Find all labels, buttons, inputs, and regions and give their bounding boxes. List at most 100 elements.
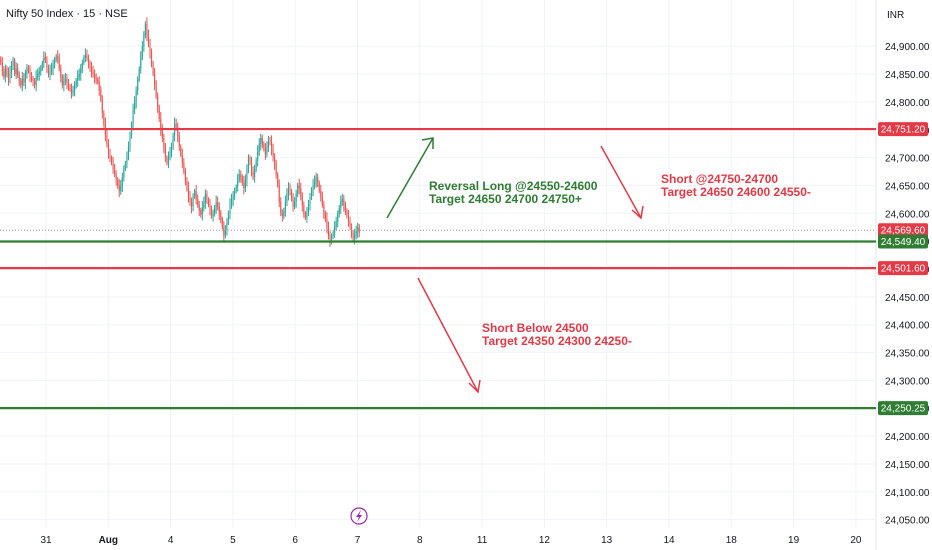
currency-label: INR (887, 10, 905, 21)
candle-body (3, 71, 5, 77)
x-tick-label: 4 (168, 535, 174, 546)
candle-body (172, 135, 174, 147)
price-tag-label: 24,250.25 (881, 404, 926, 415)
candle-body (203, 202, 205, 208)
candle-body (151, 51, 153, 63)
candle-body (321, 196, 323, 205)
y-tick-label: 24,400.00 (885, 321, 930, 332)
candle-body (204, 193, 206, 203)
candle-body (244, 179, 246, 189)
lightning-icon[interactable] (350, 507, 368, 525)
candle-body (226, 221, 228, 231)
candle-body (1, 62, 3, 72)
candle-body (307, 204, 309, 214)
candle-body (98, 82, 100, 91)
candle-body (141, 46, 143, 58)
candle-body (274, 157, 276, 164)
short-below-annotation-line1: Short Below 24500 (482, 321, 589, 335)
candle-body (103, 113, 105, 125)
candle-body (77, 76, 79, 81)
candle-body (287, 186, 289, 194)
candle-body (81, 62, 83, 69)
candle-body (92, 71, 94, 75)
long-annotation-line1: Reversal Long @24550-24600 (429, 179, 598, 193)
candle-body (237, 179, 239, 187)
candle-body (47, 67, 49, 75)
candle-body (54, 60, 56, 65)
candle-body (152, 62, 154, 75)
candle-body (109, 152, 111, 158)
candle-body (24, 74, 26, 83)
candle-body (61, 76, 63, 86)
x-tick-label: 8 (417, 535, 423, 546)
candle-body (164, 146, 166, 158)
candle-body (352, 232, 354, 239)
candle-body (231, 199, 233, 205)
candle-body (169, 152, 171, 158)
candle-body (347, 216, 349, 222)
candle-body (194, 191, 196, 197)
candle-body (311, 189, 313, 197)
candle-body (120, 185, 122, 192)
candle-body (209, 204, 211, 211)
candle-body (326, 218, 328, 228)
candle-body (74, 85, 76, 91)
candle-body (52, 64, 54, 69)
candle-body (40, 68, 42, 72)
short-top-arrow (600, 145, 642, 219)
candle-body (46, 60, 48, 68)
candle-body (300, 188, 302, 197)
candle-body (224, 230, 226, 236)
candle-body (343, 199, 345, 205)
candle-body (55, 56, 57, 61)
candle-body (331, 236, 333, 241)
y-tick-label: 24,800.00 (885, 98, 930, 109)
candle-body (94, 74, 96, 77)
candle-body (75, 80, 77, 86)
price-tag-label: 24,501.60 (881, 264, 926, 275)
candle-body (207, 199, 209, 205)
candle-body (101, 99, 103, 114)
candle-body (315, 177, 317, 181)
candle-body (143, 35, 145, 47)
candle-body (129, 135, 131, 147)
candle-body (261, 138, 263, 144)
candle-body (43, 57, 45, 63)
candle-body (284, 202, 286, 211)
candle-body (335, 221, 337, 228)
candle-body (214, 207, 216, 214)
candle-body (289, 186, 291, 192)
price-level-lines (0, 127, 876, 410)
candle-body (221, 218, 223, 228)
candle-body (60, 68, 62, 77)
candle-body (280, 202, 282, 214)
candle-body (123, 168, 125, 178)
candle-body (240, 174, 242, 178)
long-arrow-head (421, 137, 434, 149)
price-tag (878, 401, 928, 416)
price-tag-label: 24,751.20 (881, 125, 926, 136)
x-tick-label: 18 (726, 535, 738, 546)
y-tick-label: 24,300.00 (885, 376, 930, 387)
price-tag (878, 223, 928, 238)
y-tick-label: 24,350.00 (885, 349, 930, 360)
candle-body (86, 54, 88, 59)
candle-body (354, 235, 356, 239)
candle-body (212, 213, 214, 217)
candlestick-series (0, 17, 360, 247)
candle-body (171, 146, 173, 153)
price-tag (878, 234, 928, 249)
candle-body (243, 182, 245, 189)
price-axis[interactable]: 24,050.0024,100.0024,150.0024,200.0024,2… (885, 42, 930, 526)
candle-body (197, 199, 199, 205)
candle-body (144, 23, 146, 36)
candle-body (117, 179, 119, 186)
candle-body (277, 174, 279, 186)
time-axis[interactable]: 31 Aug 4 5 6 7 8 11 12 13 14 18 19 20 (40, 535, 861, 546)
candle-body (154, 74, 156, 86)
price-tag (878, 261, 928, 276)
candle-body (66, 78, 68, 83)
candle-body (41, 62, 43, 69)
candle-body (89, 62, 91, 69)
